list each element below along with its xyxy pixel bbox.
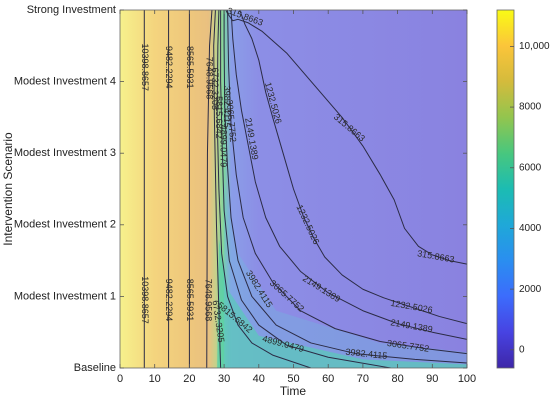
x-tick-label: 0 [117, 373, 123, 385]
y-axis: Baseline Modest Investment 1 Modest Invest… [14, 4, 467, 374]
y-tick-label: Strong Investment [27, 4, 116, 16]
x-tick-label: 60 [322, 373, 334, 385]
x-tick-label: 50 [287, 373, 299, 385]
x-tick-label: 70 [357, 373, 369, 385]
contour-label: 8565.5931 [185, 279, 195, 322]
y-tick-label: Modest Investment 1 [14, 290, 116, 302]
y-tick-label: Modest Investment 4 [14, 76, 116, 88]
x-tick-label: 40 [253, 373, 265, 385]
contour-line [206, 10, 213, 368]
colorbar-tick-label: 6000 [519, 162, 542, 173]
contour-line [220, 10, 391, 368]
colorbar-ticks: 0 2000 4000 6000 8000 10,000 [510, 41, 550, 355]
x-axis-label: Time [280, 384, 307, 398]
x-tick-label: 30 [218, 373, 230, 385]
colorbar-tick-label: 2000 [519, 284, 542, 295]
y-axis-label: Intervention Scenario [1, 132, 15, 246]
heatmap-band-mid [224, 181, 467, 368]
contour-line [216, 10, 312, 368]
colorbar-tick-label: 4000 [519, 223, 542, 234]
contour-line [227, 10, 467, 355]
heatmap-band-high [217, 239, 467, 368]
contour-label: 5815.6842 [214, 96, 224, 139]
contour-label: 4899.0479 [219, 125, 229, 168]
x-axis: 0 10 20 30 40 50 60 70 80 90 100 [117, 10, 476, 385]
contour-line [239, 10, 467, 325]
contour-line [230, 10, 467, 340]
contour-line [225, 10, 467, 265]
y-tick-label: Modest Investment 3 [14, 147, 116, 159]
x-tick-label: 80 [391, 373, 403, 385]
contour-lines [143, 10, 467, 368]
contour-label: 8565.5931 [185, 46, 195, 89]
x-tick-label: 10 [149, 373, 161, 385]
y-tick-label: Modest Investment 2 [14, 219, 116, 231]
contour-label: 7648.9568 [204, 57, 214, 100]
contour-label: 3982.4115 [222, 86, 232, 128]
plot-background [120, 10, 467, 368]
contour-label: 3065.7752 [224, 99, 238, 142]
contour-label: 10398.8657 [140, 276, 150, 324]
contour-line [223, 10, 467, 364]
x-tick-label: 100 [458, 373, 476, 385]
contour-label: 7648.9568 [203, 279, 213, 322]
colorbar-tick-label: 0 [519, 344, 525, 355]
colorbar [496, 9, 515, 369]
x-tick-label: 90 [426, 373, 438, 385]
x-tick-label: 20 [183, 373, 195, 385]
contour-label: 10398.8657 [140, 43, 150, 91]
colorbar-tick-label: 10,000 [519, 41, 550, 52]
contour-line [213, 10, 222, 368]
contour-label: 9482.2294 [164, 46, 174, 89]
colorbar-tick-label: 8000 [519, 102, 542, 113]
contour-label: 3982.4115 [345, 347, 388, 361]
contour-label: 9482.2294 [164, 279, 174, 322]
contour-label: 6732.3205 [210, 67, 220, 110]
y-tick-label: Baseline [74, 362, 116, 374]
